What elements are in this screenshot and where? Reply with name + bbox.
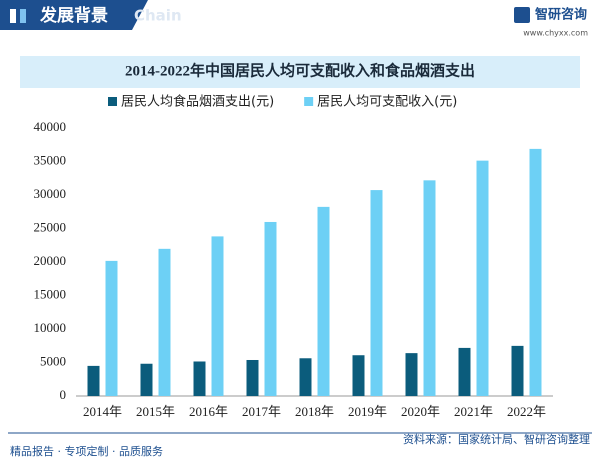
bar [529,148,542,396]
footer-slogan: 精品报告 · 专项定制 · 品质服务 [10,444,163,458]
bar [352,355,365,396]
y-tick-label: 15000 [34,286,67,301]
bar [458,347,471,396]
x-tick-label: 2014年 [83,404,122,419]
section-watermark: Chain [134,7,182,25]
y-tick-label: 20000 [34,253,67,268]
tab-mark [20,9,26,23]
title-band [20,56,580,88]
bar [511,345,524,396]
bar [140,363,153,396]
y-tick-label: 5000 [40,353,66,368]
y-tick-label: 40000 [34,119,67,134]
x-tick-label: 2022年 [507,404,546,419]
bar [211,236,224,396]
chart-title: 2014-2022年中国居民人均可支配收入和食品烟酒支出 [125,61,475,79]
brand-logo [514,7,530,23]
x-tick-label: 2015年 [136,404,175,419]
y-tick-label: 30000 [34,186,67,201]
bar [423,180,436,396]
x-tick-label: 2017年 [242,404,281,419]
x-tick-label: 2016年 [189,404,228,419]
brand-name: 智研咨询 [535,7,587,23]
bar [87,365,100,396]
bar [405,353,418,396]
footer-source: 资料来源：国家统计局、智研咨询整理 [403,432,590,446]
y-tick-label: 25000 [34,219,67,234]
tab-mark [10,9,16,23]
y-tick-label: 35000 [34,152,67,167]
section-title: 发展背景 [39,5,108,26]
x-tick-label: 2020年 [401,404,440,419]
x-tick-label: 2019年 [348,404,387,419]
section-tab [0,0,148,30]
x-tick-label: 2021年 [454,404,493,419]
legend-swatch [108,97,117,106]
bar [193,361,206,396]
bar [105,260,118,396]
bar [476,160,489,396]
legend-swatch [304,97,314,106]
legend-label: 居民人均可支配收入(元) [317,95,457,110]
x-tick-label: 2018年 [295,404,334,419]
bar [299,358,312,396]
bar [370,190,383,396]
legend-label: 居民人均食品烟酒支出(元) [121,94,274,110]
bar [264,221,277,396]
bar [317,206,330,396]
bar [246,359,259,396]
brand-url: www.chyxx.com [523,29,588,38]
y-tick-label: 10000 [34,320,67,335]
y-tick-label: 0 [60,387,67,402]
bar [158,248,171,396]
